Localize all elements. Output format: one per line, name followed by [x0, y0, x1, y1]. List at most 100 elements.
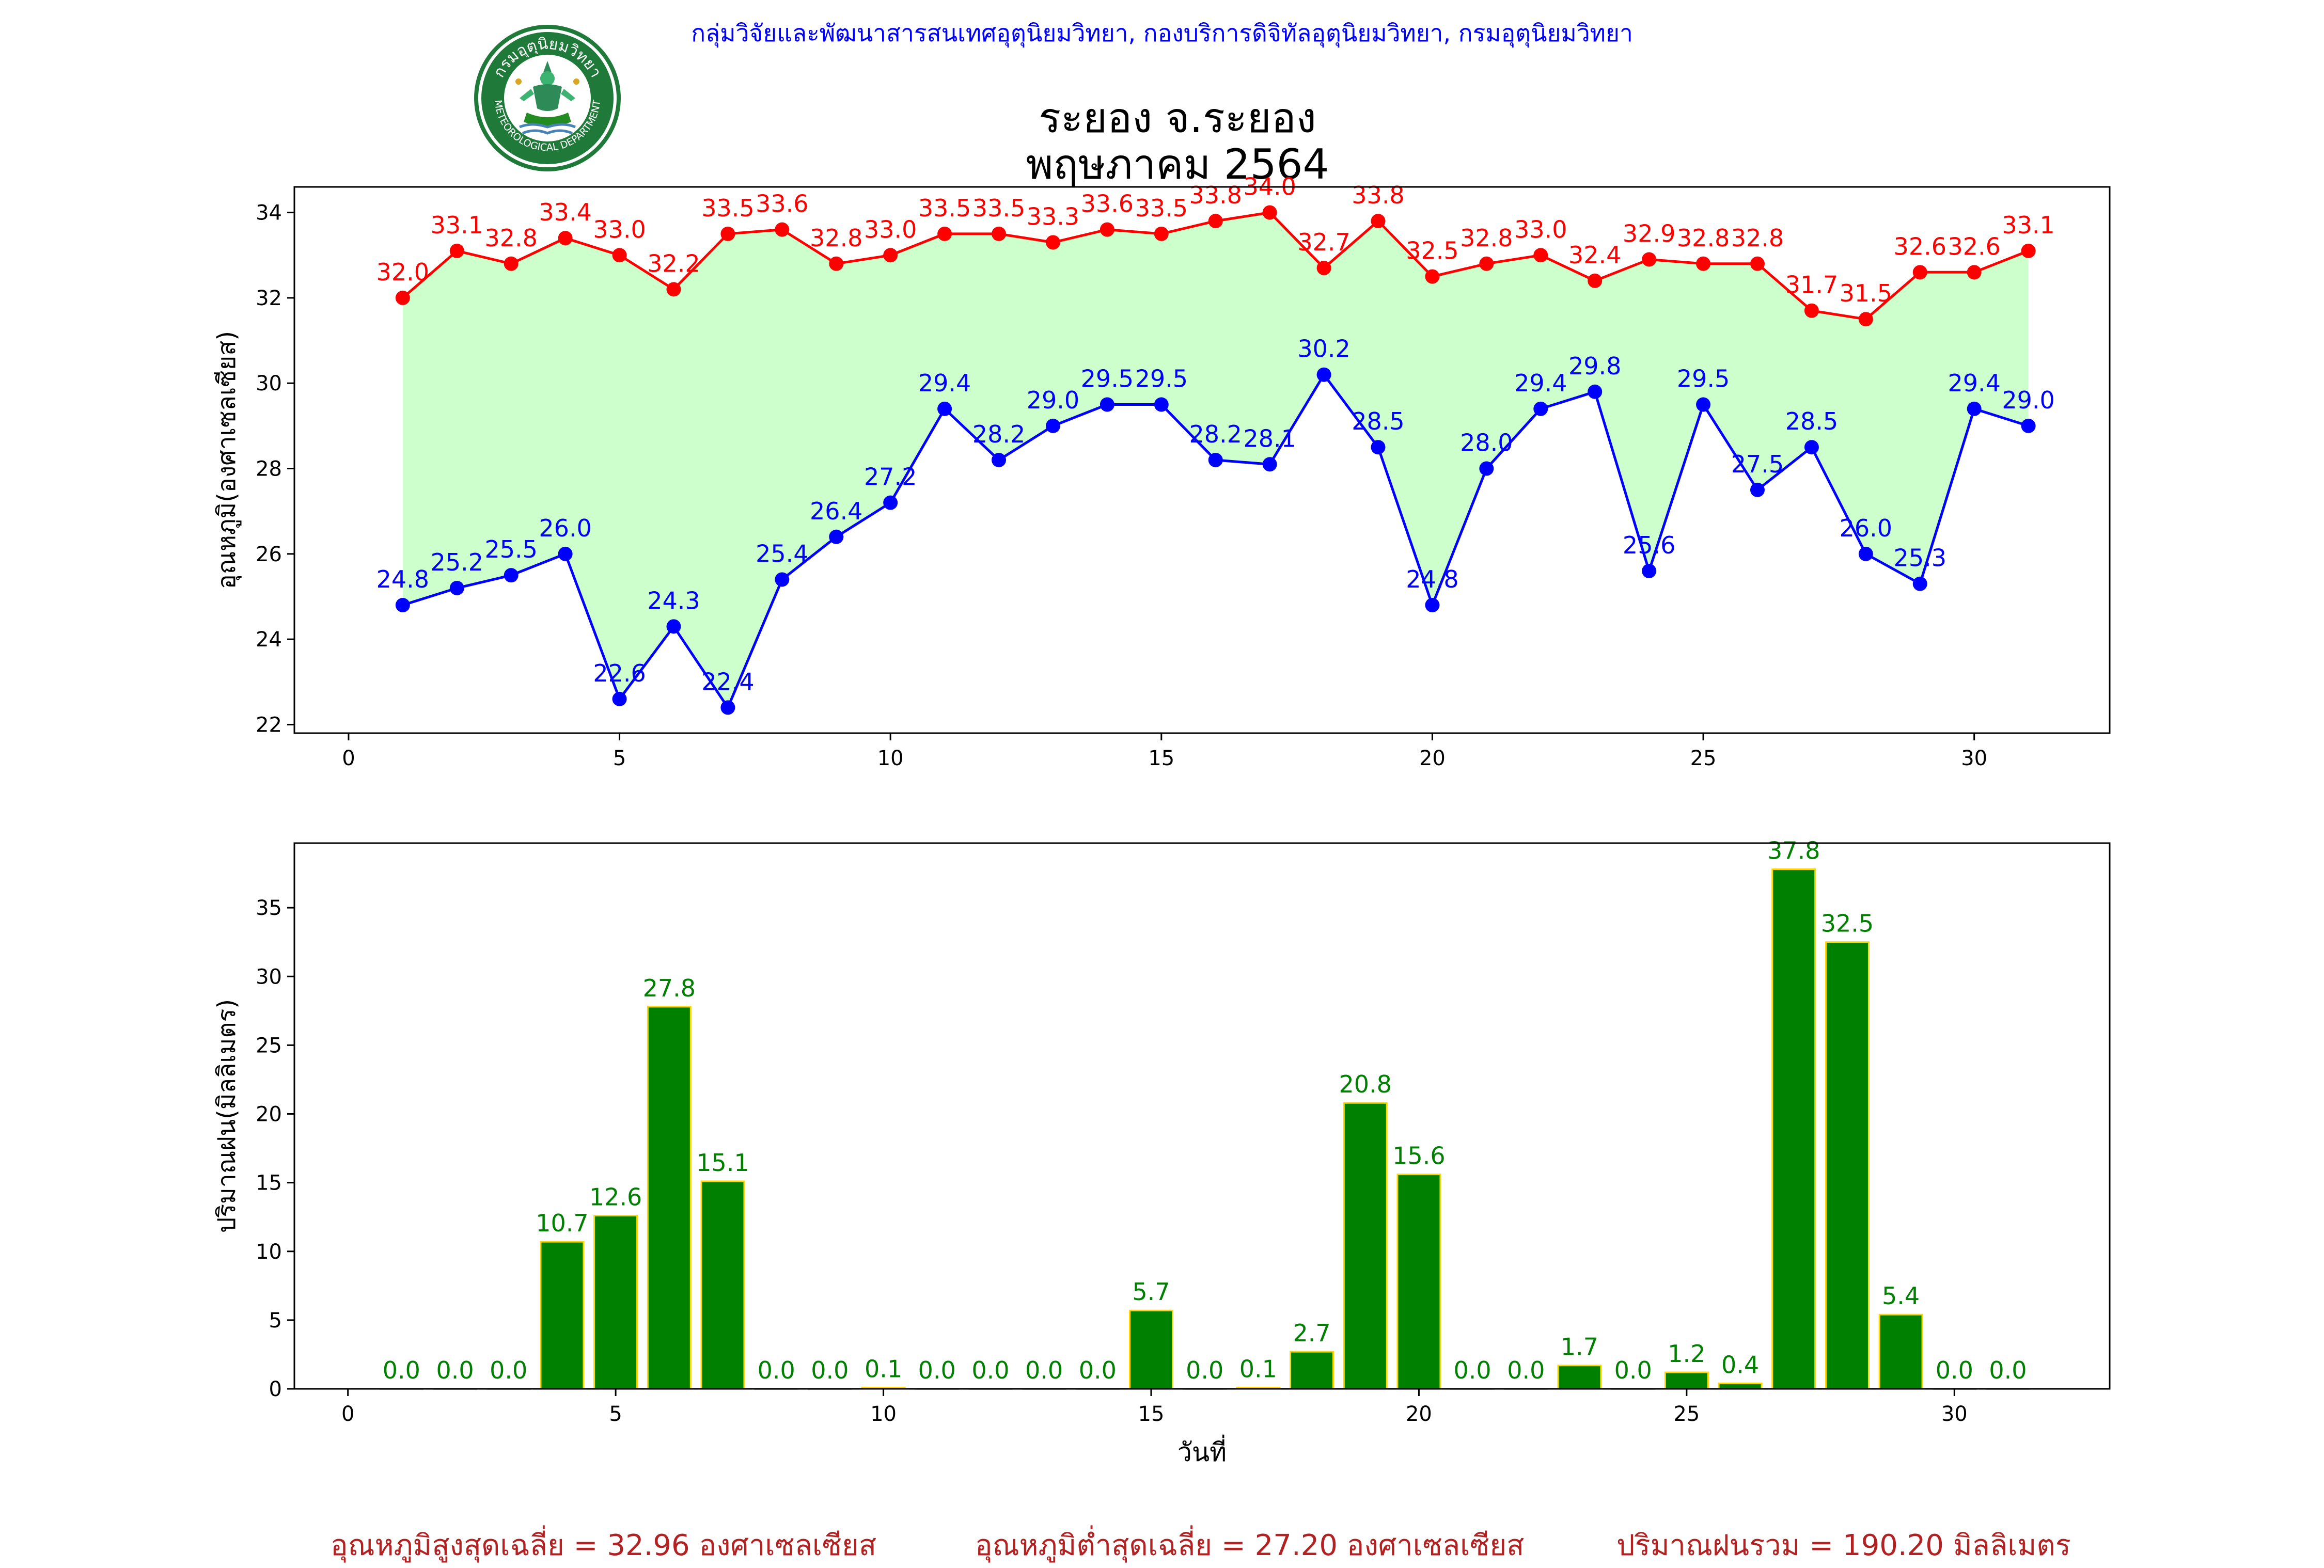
header-credit: กลุ่มวิจัยและพัฒนาสารสนเทศอุตุนิยมวิทยา,…: [691, 19, 1633, 47]
max-temp-label: 33.5: [701, 194, 754, 222]
rainfall-bar: [1557, 1365, 1602, 1390]
max-temp-label: 33.5: [1135, 194, 1188, 222]
rainfall-label: 0.0: [1454, 1356, 1491, 1384]
max-temp-label: 33.4: [539, 198, 591, 226]
max-temp-label: 33.0: [864, 215, 917, 243]
x-tick-label: 20: [1406, 1402, 1432, 1426]
x-tick-label: 30: [1961, 747, 1987, 770]
rainfall-label: 0.0: [1989, 1356, 2027, 1384]
max-temp-label: 32.2: [647, 249, 700, 277]
min-temp-point: [937, 401, 952, 416]
rainfall-bar: [1396, 1174, 1441, 1390]
rainfall-label: 0.1: [865, 1355, 902, 1383]
rainfall-label: 37.8: [1767, 837, 1820, 865]
chart-title-month: พฤษภาคม 2564: [1026, 140, 1329, 188]
rainfall-label: 0.0: [918, 1356, 956, 1384]
rainfall-label: 2.7: [1293, 1319, 1330, 1347]
y-tick-label: 20: [256, 1103, 282, 1127]
rainfall-bar: [1290, 1351, 1334, 1390]
rainfall-label: 0.0: [1507, 1356, 1545, 1384]
min-temp-label: 25.6: [1623, 531, 1675, 559]
y-tick-label: 10: [256, 1240, 282, 1264]
min-temp-label: 29.5: [1135, 365, 1188, 393]
rainfall-label: 0.0: [490, 1356, 527, 1384]
rainfall-label: 27.8: [643, 974, 696, 1002]
rainfall-bar: [1343, 1102, 1388, 1390]
min-temp-point: [1858, 546, 1873, 561]
rainfall-label: 5.7: [1132, 1278, 1170, 1306]
min-temp-point: [2021, 418, 2036, 433]
summary-total-rainfall: ปริมาณฝนรวม = 190.20 มิลลิเมตร: [1616, 1529, 2071, 1562]
max-temp-point: [1642, 252, 1657, 267]
max-temp-point: [1045, 235, 1060, 250]
max-temp-label: 32.8: [1460, 224, 1513, 252]
min-temp-point: [1967, 401, 1982, 416]
max-temp-label: 32.6: [1894, 232, 1946, 260]
rainfall-label: 1.7: [1561, 1333, 1598, 1361]
max-temp-point: [775, 222, 790, 237]
max-temp-point: [666, 282, 681, 297]
max-temp-point: [720, 226, 735, 241]
rainfall-bar: [700, 1180, 745, 1390]
y-tick-label: 28: [256, 457, 282, 481]
y-tick-label: 35: [256, 896, 282, 920]
min-temp-label: 29.0: [1027, 386, 1079, 414]
min-temp-label: 28.2: [1189, 420, 1242, 448]
min-temp-label: 25.2: [431, 548, 483, 576]
min-temp-label: 22.4: [701, 668, 754, 695]
min-temp-point: [1371, 440, 1386, 455]
min-temp-point: [1208, 453, 1223, 467]
min-temp-point: [720, 700, 735, 715]
x-tick-label: 5: [613, 747, 626, 770]
min-temp-label: 26.0: [1840, 514, 1892, 542]
max-temp-point: [1967, 265, 1982, 280]
x-tick-label: 15: [1138, 1402, 1165, 1426]
rainfall-label: 10.7: [536, 1209, 588, 1237]
min-temp-point: [1912, 576, 1927, 591]
max-temp-label: 33.5: [972, 194, 1025, 222]
temperature-axis-ticks: 0 5 10 15 20 25 30 22 24 26 28 30 32 34: [256, 201, 1987, 770]
max-temperature-series: [395, 205, 2036, 327]
rainfall-bar: [1129, 1309, 1173, 1390]
min-temperature-series: [395, 367, 2036, 715]
min-temp-label: 29.4: [1948, 369, 2000, 397]
rainfall-label: 0.0: [811, 1356, 849, 1384]
max-temp-label: 32.8: [810, 224, 862, 252]
max-temp-label: 33.8: [1189, 181, 1242, 209]
max-temp-label: 33.8: [1352, 181, 1404, 209]
rainfall-label: 1.2: [1668, 1340, 1705, 1368]
max-temp-point: [1533, 248, 1548, 263]
rainfall-bar: [593, 1215, 638, 1390]
max-temp-point: [1912, 265, 1927, 280]
min-temp-label: 28.5: [1785, 407, 1838, 435]
min-temp-label: 24.3: [647, 587, 700, 614]
min-temp-label: 29.0: [2002, 386, 2054, 414]
rainfall-label: 20.8: [1339, 1070, 1392, 1098]
min-temp-point: [1316, 367, 1331, 382]
rainfall-label: 0.0: [1186, 1356, 1223, 1384]
max-temp-label: 33.1: [431, 211, 483, 239]
summary-average-min-temperature: อุณหภูมิต่ำสุดเฉลี่ย = 27.20 องศาเซลเซีย…: [975, 1529, 1525, 1562]
rainfall-label: 12.6: [589, 1183, 642, 1211]
x-tick-label: 0: [342, 747, 355, 770]
max-temp-point: [1371, 214, 1386, 229]
rainfall-bar: [1718, 1382, 1763, 1390]
rainfall-label: 0.0: [1614, 1356, 1652, 1384]
max-temp-label: 32.4: [1568, 241, 1621, 269]
min-temp-point: [1642, 563, 1657, 578]
max-temp-point: [395, 290, 410, 305]
max-temp-point: [829, 256, 844, 271]
min-temp-label: 24.8: [1406, 565, 1458, 593]
chart-title-station: ระยอง จ.ระยอง: [1039, 94, 1316, 142]
max-temp-label: 32.0: [376, 258, 429, 286]
rainfall-data-labels: 0.0 0.0 0.0 10.712.6 27.8 15.1 0.0 0.0 0.1 0.0 0.0…: [383, 837, 2027, 1384]
min-temp-label: 28.2: [972, 420, 1025, 448]
rainfall-bar: [1825, 941, 1870, 1390]
min-temp-point: [449, 580, 464, 595]
min-temp-label: 29.8: [1568, 352, 1621, 380]
rainfall-bars: [379, 868, 2030, 1390]
min-temp-label: 26.0: [539, 514, 591, 542]
y-tick-label: 30: [256, 965, 282, 989]
temperature-y-axis-label: อุณหภูมิ(องศาเซลเซียส): [212, 331, 242, 589]
min-temp-label: 28.0: [1460, 429, 1513, 457]
